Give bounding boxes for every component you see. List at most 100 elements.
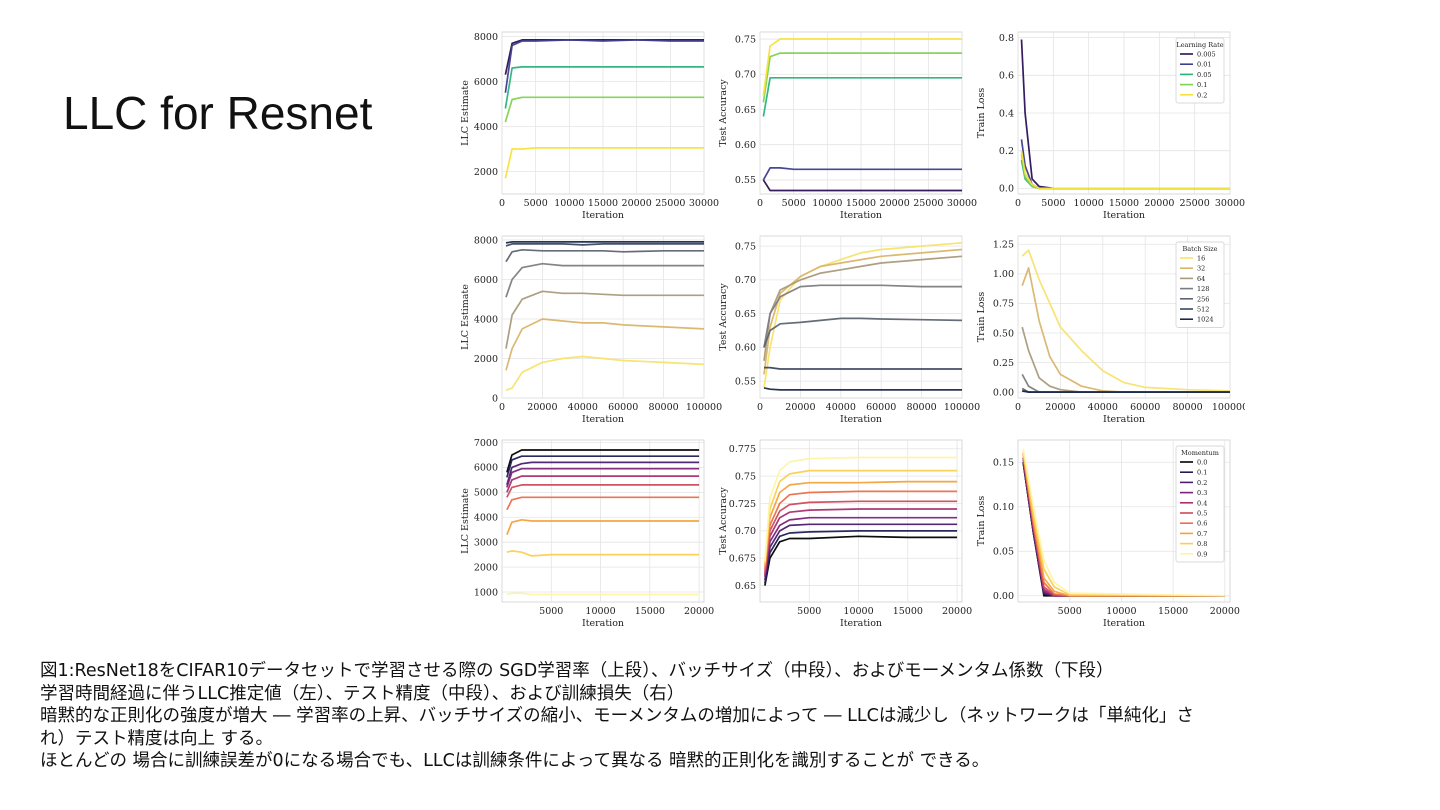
x-tick-label: 10000	[554, 198, 584, 209]
caption-line: れ）テスト精度は向上 する。	[40, 728, 274, 749]
x-tick-label: 60000	[866, 402, 896, 413]
y-tick-label: 0.65	[735, 581, 756, 592]
x-axis-label: Iteration	[1103, 414, 1145, 425]
series-line	[763, 255, 963, 362]
y-tick-label: 0.05	[993, 547, 1014, 558]
chart-panel-mom_acc: 5000 10000 15000 20000 0.65 0.675 0.70 0.725 0.7…	[718, 439, 972, 629]
chart-panel-bs_acc: 0 20000 40000 60000 80000 100000 0.55 0.60 0.65 0…	[718, 235, 980, 425]
chart-panel-lr_llc: 0 5000 10000 15000 20000 25000 30000 2000 4000 60…	[460, 31, 719, 221]
y-tick-label: 0.75	[993, 299, 1014, 310]
caption-line: ほとんどの 場合に訓練誤差が0になる場合でも、LLCは訓練条件によって異なる 暗…	[40, 751, 990, 771]
y-tick-label: 1.00	[993, 269, 1014, 280]
series-line	[762, 76, 962, 117]
y-tick-label: 0.4	[999, 108, 1014, 119]
x-tick-label: 0	[757, 198, 763, 209]
series-line	[1020, 150, 1230, 190]
series-line	[506, 550, 700, 557]
y-tick-label: 0.60	[735, 343, 756, 354]
x-tick-label: 60000	[608, 402, 638, 413]
y-tick-label: 2000	[474, 562, 498, 573]
x-tick-label: 20000	[942, 606, 972, 617]
legend-label: 0.05	[1197, 71, 1211, 79]
figure-caption: 図1:ResNet18をCIFAR10データセットで学習させる際の SGD学習率…	[40, 660, 1410, 773]
x-tick-label: 15000	[635, 606, 665, 617]
legend-label: 0.3	[1197, 489, 1207, 497]
x-tick-label: 0	[1015, 402, 1021, 413]
legend-title: Batch Size	[1183, 245, 1218, 253]
x-tick-label: 5000	[524, 198, 548, 209]
y-tick-label: 0.50	[993, 328, 1014, 339]
x-axis-label: Iteration	[582, 414, 624, 425]
y-tick-label: 8000	[474, 32, 498, 43]
legend-label: 16	[1197, 255, 1205, 263]
series-line	[1022, 451, 1225, 597]
caption-line: 学習時間経過に伴うLLC推定値（左）、テスト精度（中段）、および訓練損失（右）	[40, 683, 685, 704]
y-tick-label: 0.65	[735, 309, 756, 320]
x-tick-label: 15000	[846, 198, 876, 209]
y-tick-label: 0.775	[729, 444, 756, 455]
y-tick-label: 4000	[474, 513, 498, 524]
series-line	[764, 535, 958, 586]
y-tick-label: 6000	[474, 463, 498, 474]
series-line	[505, 243, 704, 247]
caption-line: 図1:ResNet18をCIFAR10データセットで学習させる際の SGD学習率…	[40, 661, 1114, 681]
slide-title: LLC for Resnet	[63, 87, 373, 139]
y-tick-label: 0.2	[999, 146, 1014, 157]
x-tick-label: 80000	[648, 402, 678, 413]
y-tick-label: 0.75	[735, 241, 756, 252]
y-tick-label: 0.70	[735, 526, 756, 537]
series-line	[763, 387, 962, 391]
y-axis-label: LLC Estimate	[460, 488, 471, 554]
x-tick-label: 15000	[893, 606, 923, 617]
figure-panel-grid: 0 5000 10000 15000 20000 25000 30000 2000 4000 60…	[440, 22, 1245, 634]
x-tick-label: 60000	[1130, 402, 1160, 413]
series-line	[505, 248, 704, 263]
x-tick-label: 10000	[585, 606, 615, 617]
y-tick-label: 7000	[474, 438, 498, 449]
y-tick-label: 0.25	[993, 358, 1014, 369]
series-line	[505, 262, 704, 298]
y-tick-label: 0.00	[993, 387, 1014, 398]
legend-label: 0.005	[1197, 51, 1216, 59]
series-line	[764, 469, 958, 564]
series-line	[506, 518, 700, 536]
series-line	[762, 38, 962, 96]
x-tick-label: 40000	[1088, 402, 1118, 413]
legend-label: 0.6	[1197, 520, 1207, 528]
x-tick-label: 0	[1015, 198, 1021, 209]
x-tick-label: 30000	[689, 198, 719, 209]
chart-panel-mom_llc: 5000 10000 15000 20000 1000 2000 3000 4000 5000 6…	[460, 438, 714, 629]
y-axis-label: LLC Estimate	[460, 284, 471, 350]
series-line	[762, 179, 962, 192]
y-tick-label: 0.00	[993, 591, 1014, 602]
series-line	[504, 147, 704, 179]
series-line	[763, 317, 963, 348]
x-axis-label: Iteration	[840, 618, 882, 629]
x-tick-label: 20000	[527, 402, 557, 413]
x-axis-label: Iteration	[582, 210, 624, 221]
x-tick-label: 80000	[1172, 402, 1202, 413]
y-tick-label: 0.75	[735, 471, 756, 482]
series-line	[504, 96, 704, 123]
x-tick-label: 20000	[622, 198, 652, 209]
series-line	[764, 480, 958, 566]
y-axis-label: Test Accuracy	[718, 487, 729, 555]
series-line	[506, 496, 700, 511]
y-tick-label: 0	[492, 393, 498, 404]
y-tick-label: 0.10	[993, 502, 1014, 513]
series-line	[504, 39, 704, 93]
y-axis-label: Train Loss	[976, 88, 987, 139]
y-tick-label: 1000	[474, 587, 498, 598]
legend-label: 0.01	[1197, 61, 1211, 69]
legend-label: 512	[1197, 306, 1209, 314]
series-line	[764, 366, 962, 370]
caption-line: 暗黙的な正則化の強度が増大 ― 学習率の上昇、バッチサイズの縮小、モーメンタムの…	[40, 706, 1194, 726]
series-line	[1022, 448, 1225, 597]
x-tick-label: 20000	[880, 198, 910, 209]
x-tick-label: 30000	[1215, 198, 1245, 209]
series-line	[764, 456, 958, 562]
series-line	[506, 484, 700, 498]
x-tick-label: 40000	[826, 402, 856, 413]
x-tick-label: 100000	[1212, 402, 1245, 413]
y-tick-label: 6000	[474, 77, 498, 88]
